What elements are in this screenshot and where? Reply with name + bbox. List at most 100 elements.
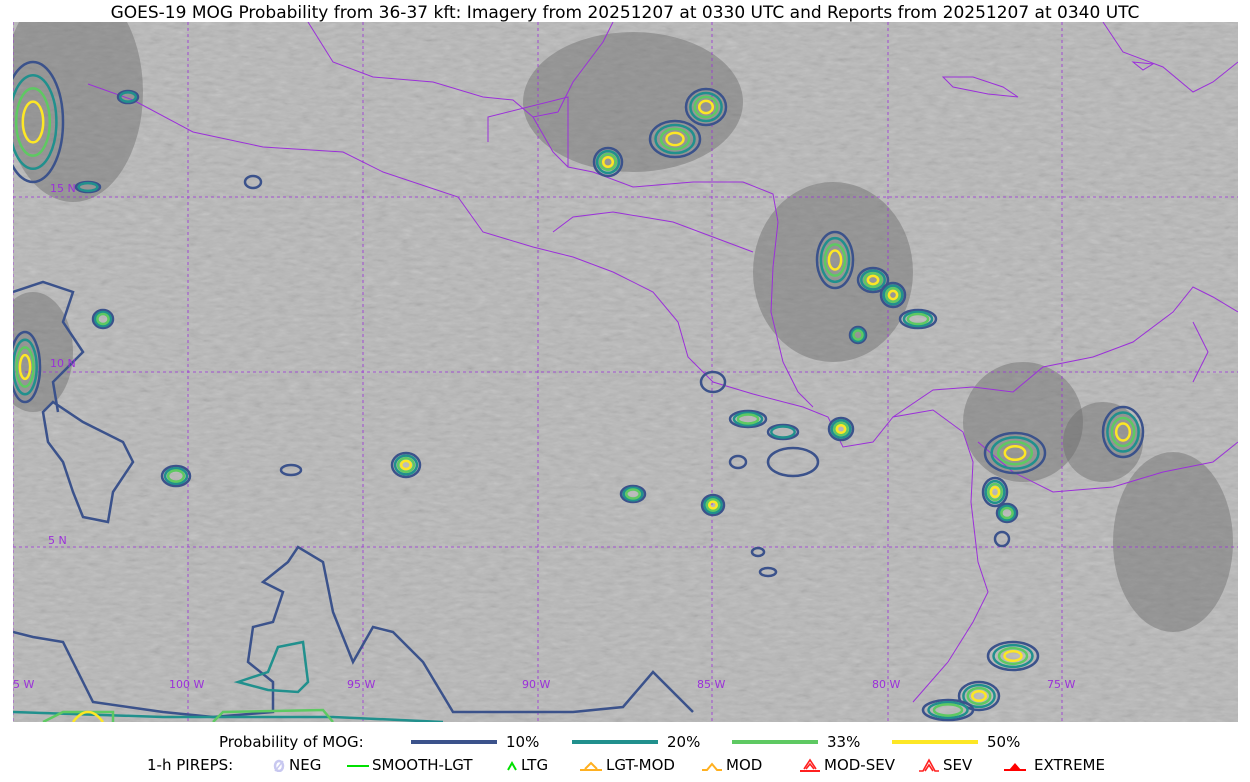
lat-lon-grid — [13, 22, 1238, 722]
contour-level-1 — [758, 566, 778, 578]
legend-label: NEG — [289, 756, 322, 774]
contour-level-1 — [699, 370, 727, 394]
contour-level-1 — [766, 423, 800, 441]
legend-item-33: 33% — [732, 733, 860, 751]
contour-level-1 — [766, 446, 820, 478]
mog-legend-title: Probability of MOG: — [219, 733, 364, 751]
contour-level-2 — [689, 91, 723, 123]
pirep-item-neg: NEG — [272, 756, 321, 774]
contour-level-2 — [13, 73, 58, 171]
smooth-line-icon — [347, 765, 369, 767]
contour-level-1 — [592, 146, 624, 178]
legend-label: LGT-MOD — [606, 756, 675, 774]
contour-level-2 — [850, 327, 866, 343]
contour-level-4 — [18, 353, 32, 381]
contour-level-1 — [957, 680, 1001, 712]
contour-level-4 — [989, 485, 1001, 499]
neg-icon — [273, 759, 285, 772]
contour-level-3 — [966, 686, 992, 706]
contour-level-1 — [848, 325, 868, 345]
contour-level-4 — [399, 459, 413, 471]
contour-level-2 — [992, 643, 1034, 669]
contour-level-1 — [921, 698, 975, 722]
legend-item-50: 50% — [892, 733, 1020, 751]
legend-label: MOD-SEV — [824, 756, 895, 774]
contour-level-2 — [393, 454, 419, 476]
contour-level-1 — [41, 400, 135, 524]
contour-level-3 — [932, 703, 964, 717]
lon-label-100w: 100 W — [169, 678, 204, 691]
contour-level-3 — [736, 413, 760, 425]
contour-level-4 — [970, 689, 988, 703]
double-caret-bar-icon — [800, 758, 820, 772]
contour-level-3 — [14, 87, 52, 157]
contour-level-3 — [823, 243, 847, 277]
contour-level-3 — [1110, 416, 1136, 448]
pirep-item-mod: MOD — [701, 756, 762, 774]
contour-level-1 — [619, 484, 647, 504]
contour-level-1 — [279, 463, 303, 477]
contour-level-2 — [927, 700, 969, 720]
pirep-item-mod-sev: MOD-SEV — [799, 756, 895, 774]
contour-level-1 — [981, 476, 1009, 508]
contour-level-4 — [866, 274, 880, 286]
contour-level-3 — [15, 346, 35, 388]
contour-level-3 — [396, 457, 416, 473]
cloud-area — [13, 292, 73, 412]
contour-level-1 — [827, 416, 855, 442]
contour-level-1 — [160, 464, 192, 488]
convective-cloud-areas — [13, 22, 1233, 632]
contour-level-2 — [93, 310, 113, 328]
line-swatch-33 — [732, 740, 818, 744]
filled-triangle-icon — [1004, 763, 1026, 771]
contour-level-2 — [77, 181, 99, 193]
caret-icon — [507, 760, 517, 771]
contour-level-3 — [987, 482, 1003, 502]
contour-level-4 — [1003, 444, 1027, 462]
contour-level-4 — [697, 99, 715, 115]
contour-level-2 — [654, 123, 696, 155]
contour-level-3 — [852, 329, 864, 341]
contour-level-1 — [1101, 405, 1145, 459]
lon-label-90w: 90 W — [522, 678, 550, 691]
contour-level-2 — [622, 486, 644, 502]
contour-level-3 — [996, 440, 1034, 466]
contour-level-2 — [770, 425, 796, 439]
contour-level-3 — [997, 646, 1029, 666]
contour-level-1 — [13, 60, 65, 184]
contour-level-4 — [21, 100, 45, 144]
contour-level-2 — [595, 149, 621, 175]
contour-level-1 — [116, 89, 140, 105]
contour-level-1 — [879, 281, 907, 309]
legend-item-10: 10% — [411, 733, 539, 751]
map-title: GOES-19 MOG Probability from 36-37 kft: … — [110, 3, 1140, 23]
contour-level-1 — [993, 530, 1011, 548]
contour-level-1 — [91, 308, 115, 330]
contour-level-2 — [990, 436, 1040, 470]
contour-level-2 — [882, 284, 904, 306]
contour-level-3 — [598, 152, 618, 172]
contour-level-2 — [732, 411, 764, 427]
pirep-legend-title: 1-h PIREPS: — [147, 756, 234, 774]
contour-level-1 — [856, 266, 890, 294]
contour-level-4 — [827, 249, 843, 271]
contour-level-1 — [390, 451, 422, 479]
lat-label-10n: 10 N — [50, 357, 76, 370]
contour-level-1 — [13, 545, 694, 719]
contour-level-3 — [885, 287, 901, 303]
lon-label-80w: 80 W — [872, 678, 900, 691]
lon-label-75w: 75 W — [1047, 678, 1075, 691]
contour-level-3 — [166, 469, 186, 483]
contour-level-1 — [983, 431, 1047, 475]
grid-labels: 105 W 100 W 95 W 90 W 85 W 80 W 75 W 15 … — [13, 182, 1075, 691]
legend-label: 10% — [506, 733, 540, 751]
cloud-area — [1063, 402, 1143, 482]
contour-level-2 — [163, 466, 189, 486]
contour-level-4 — [665, 131, 685, 147]
contour-level-3 — [625, 488, 641, 500]
line-swatch-10 — [411, 740, 497, 744]
satellite-map: 105 W 100 W 95 W 90 W 85 W 80 W 75 W 15 … — [13, 22, 1238, 722]
lat-label-5n: 5 N — [48, 534, 67, 547]
double-caret-icon — [919, 758, 939, 772]
contour-level-3 — [705, 498, 721, 512]
